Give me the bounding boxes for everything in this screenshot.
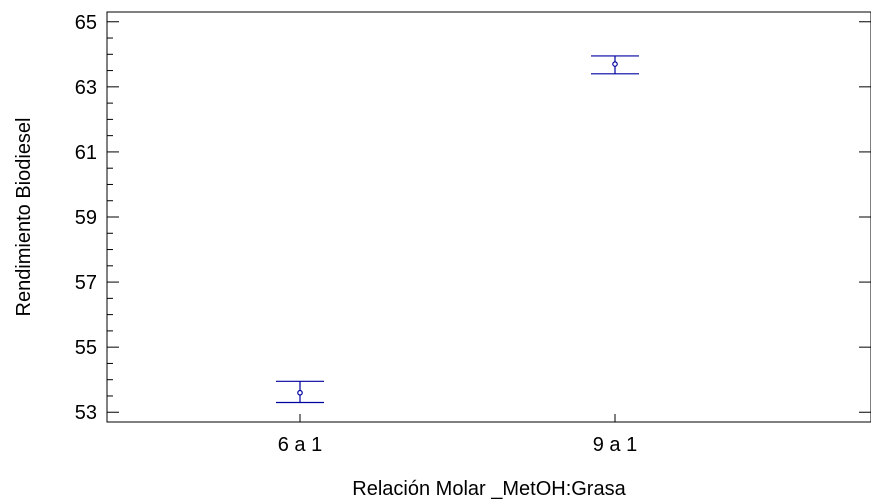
x-axis: 6 a 1 9 a 1 (278, 414, 637, 456)
y-axis: 53 55 57 59 61 63 65 (75, 12, 871, 424)
y-tick-label: 59 (75, 207, 97, 229)
y-tick-label: 57 (75, 272, 97, 294)
y-tick-label: 63 (75, 77, 97, 99)
x-tick-label: 6 a 1 (278, 434, 322, 456)
plot-area (106, 11, 871, 423)
y-tick-label: 65 (75, 12, 97, 34)
y-tick-label: 53 (75, 402, 97, 424)
error-bars (276, 55, 639, 404)
mean-point (297, 389, 303, 396)
x-axis-title: Relación Molar _MetOH:Grasa (352, 478, 626, 500)
y-tick-label: 61 (75, 142, 97, 164)
mean-point (612, 61, 618, 67)
x-tick-label: 9 a 1 (593, 434, 637, 456)
y-axis-title: Rendimiento Biodiesel (13, 117, 35, 316)
y-tick-label: 55 (75, 337, 97, 359)
